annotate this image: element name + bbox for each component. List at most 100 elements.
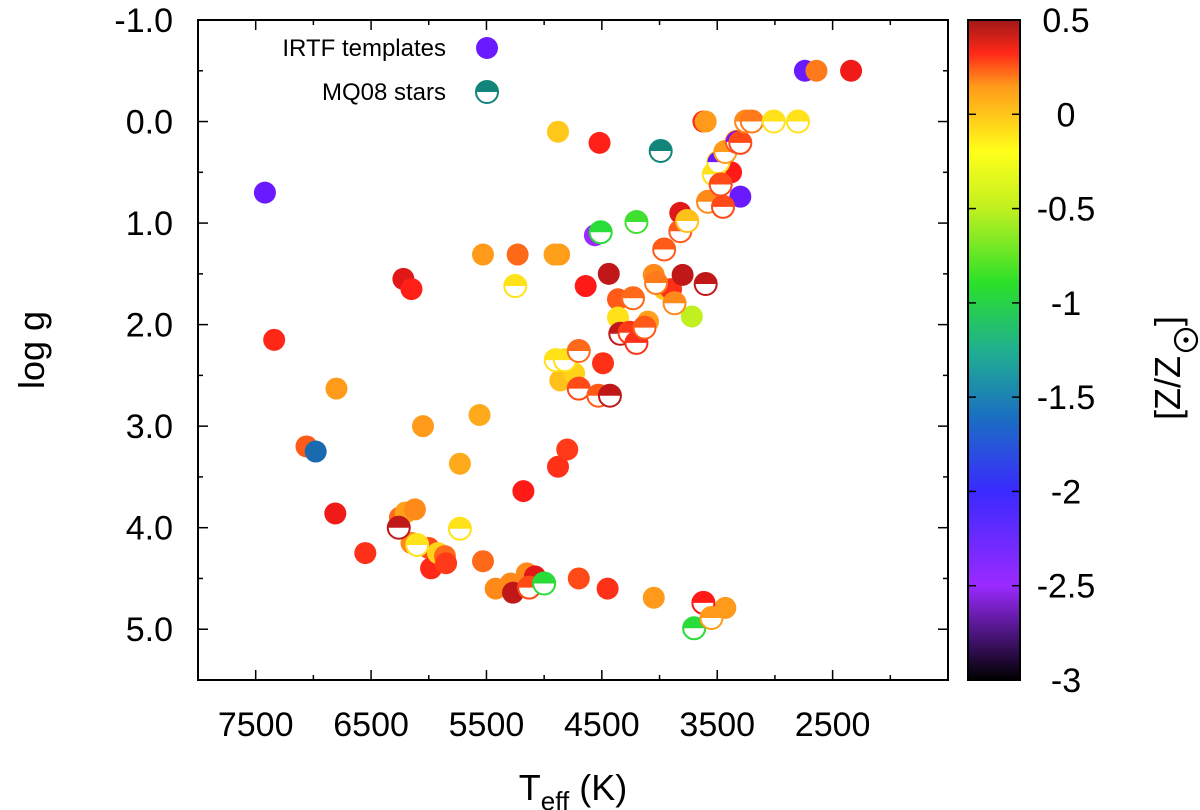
point-mq08-29 xyxy=(699,606,724,631)
point-mq08-38 xyxy=(739,109,764,134)
point-irtf-51 xyxy=(671,263,694,286)
point-mq08-22 xyxy=(662,291,687,316)
colorbar-ticks: 0.5 0 -0.5 -1 -1.5 -2 -2.5 -3 xyxy=(968,2,1095,700)
point-mq08-3 xyxy=(503,274,528,299)
point-mq08-9 xyxy=(566,376,591,401)
point-irtf-53 xyxy=(680,305,703,328)
point-irtf-41 xyxy=(592,352,614,375)
point-irtf-0 xyxy=(253,181,276,204)
x-axis-label-sub: eff xyxy=(541,786,570,810)
point-irtf-8 xyxy=(400,278,423,301)
y-tick-label-3: 2.0 xyxy=(126,307,173,345)
x-tick-label-1: 6500 xyxy=(333,706,409,744)
point-mq08-19 xyxy=(644,270,669,295)
point-mq08-5-top xyxy=(533,572,556,584)
y-axis-label: log g xyxy=(11,311,52,389)
point-mq08-36-top xyxy=(729,131,752,143)
point-mq08-33-top xyxy=(712,195,734,207)
point-irtf-13 xyxy=(412,415,434,438)
legend-marker-irtf xyxy=(476,37,498,59)
point-irtf-38 xyxy=(574,275,597,298)
point-mq08-12-top xyxy=(598,384,621,396)
point-mq08-10 xyxy=(588,220,613,245)
colorbar-label: [Z/Z ] xyxy=(1147,316,1199,420)
point-mq08-24 xyxy=(675,209,700,234)
x-tick-label-4: 3500 xyxy=(679,706,755,744)
point-irtf-40 xyxy=(588,131,611,154)
point-mq08-24-top xyxy=(676,210,699,222)
point-mq08-2 xyxy=(447,516,472,541)
point-irtf-5 xyxy=(324,502,347,525)
point-irtf-60 xyxy=(805,59,828,82)
point-mq08-26 xyxy=(693,272,718,296)
colorbar-tick-label-2: -0.5 xyxy=(1037,191,1096,229)
y-tick-label-5: 4.0 xyxy=(126,510,173,548)
point-mq08-26-top xyxy=(694,273,717,284)
point-irtf-19 xyxy=(448,452,471,475)
point-mq08-10-top xyxy=(589,221,612,233)
legend-label-irtf: IRTF templates xyxy=(282,35,446,62)
point-mq08-38-top xyxy=(740,110,763,122)
colorbar-tick-label-7: -3 xyxy=(1051,662,1081,700)
point-irtf-6 xyxy=(354,542,377,565)
sun-symbol-icon xyxy=(1173,327,1199,353)
point-irtf-11 xyxy=(403,498,426,521)
point-irtf-28 xyxy=(512,480,535,503)
point-mq08-18-top xyxy=(633,316,656,328)
colorbar-tick-label-3: -1 xyxy=(1051,285,1081,323)
colorbar-tick-label-4: -1.5 xyxy=(1037,379,1096,417)
point-mq08-33 xyxy=(711,194,735,219)
point-irtf-48 xyxy=(642,586,665,609)
point-irtf-58 xyxy=(729,185,752,208)
colorbar-tick-label-6: -2.5 xyxy=(1037,568,1096,606)
point-irtf-1 xyxy=(263,328,286,351)
x-tick-label-3: 4500 xyxy=(564,706,640,744)
point-mq08-39-top xyxy=(762,110,785,122)
legend-marker-mq08 xyxy=(475,80,499,104)
point-mq08-8-top xyxy=(567,340,590,352)
point-irtf-21 xyxy=(472,243,494,266)
point-irtf-37 xyxy=(567,567,590,590)
point-mq08-8 xyxy=(566,339,591,364)
point-mq08-3-top xyxy=(504,275,527,287)
x-axis-label-main: T xyxy=(519,767,541,808)
y-tick-label-4: 3.0 xyxy=(126,408,173,446)
y-tick-label-2: 1.0 xyxy=(126,205,173,243)
y-tick-label-0: -1.0 xyxy=(114,2,173,40)
x-tick-label-0: 7500 xyxy=(218,706,294,744)
point-irtf-22 xyxy=(472,550,494,573)
point-irtf-32 xyxy=(547,120,569,143)
point-irtf-31 xyxy=(543,243,566,266)
point-mq08-21-top xyxy=(653,238,676,250)
point-mq08-1 xyxy=(405,532,430,557)
y-tick-label-1: 0.0 xyxy=(126,104,173,142)
x-axis: 7500 6500 5500 4500 3500 2500 xyxy=(218,20,892,744)
plot-frame xyxy=(197,19,949,681)
point-mq08-9-top xyxy=(567,377,590,389)
point-irtf-42 xyxy=(596,577,619,600)
point-mq08-17-top xyxy=(625,211,648,223)
point-mq08-0 xyxy=(386,515,411,540)
point-mq08-39 xyxy=(761,109,786,134)
x-tick-label-5: 2500 xyxy=(795,706,871,744)
colorbar-tick-label-0: 0.5 xyxy=(1042,2,1089,40)
point-mq08-19-top xyxy=(645,271,668,283)
y-tick-label-6: 5.0 xyxy=(126,611,173,649)
x-tick-label-2: 5500 xyxy=(449,706,525,744)
colorbar-label-text: [Z/Z xyxy=(1147,356,1188,420)
point-mq08-22-top xyxy=(663,292,686,304)
point-mq08-2-top xyxy=(448,517,471,529)
point-irtf-33 xyxy=(547,455,569,478)
point-mq08-15-top xyxy=(622,287,644,299)
point-irtf-35 xyxy=(556,438,579,461)
colorbar-label-end: ] xyxy=(1147,316,1188,326)
point-mq08-32-top xyxy=(709,173,732,185)
point-mq08-36 xyxy=(728,130,753,155)
point-mq08-20-top xyxy=(649,139,672,151)
point-mq08-21 xyxy=(652,237,677,262)
point-mq08-28-top xyxy=(692,591,715,603)
legend: IRTF templates MQ08 stars xyxy=(282,35,499,106)
point-irtf-18 xyxy=(435,552,458,575)
point-mq08-15 xyxy=(621,286,645,311)
